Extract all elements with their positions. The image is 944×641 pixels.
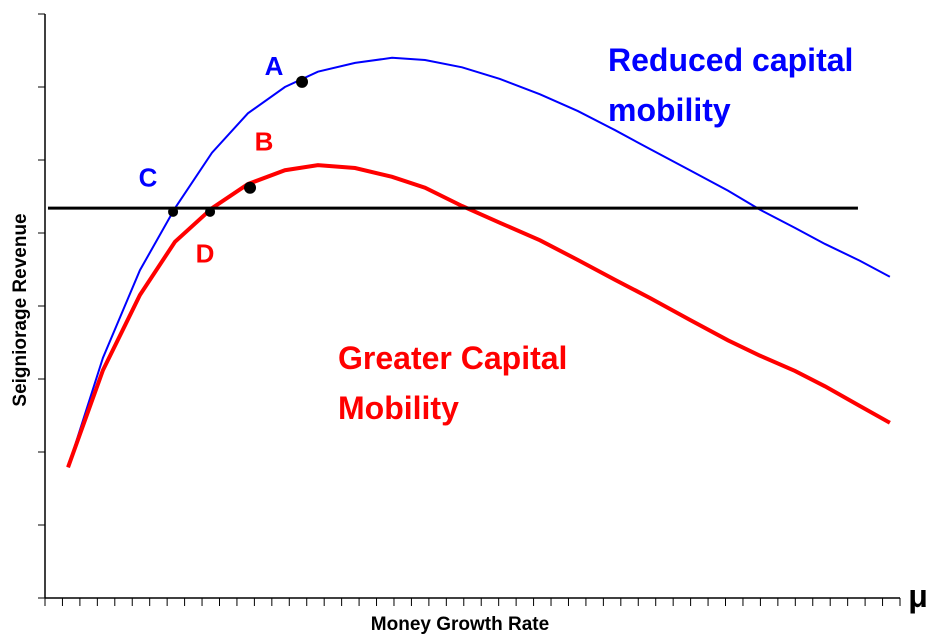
point-label: B [255,127,274,157]
point [244,181,257,194]
point-label: A [265,51,284,81]
y-axis-label: Seigniorage Revenue [10,213,31,406]
point [205,206,216,217]
series-line [67,56,891,468]
point [168,206,179,217]
series-label: Greater Capital Mobility [338,340,568,426]
point-label: C [139,163,158,193]
point-label: D [196,239,215,269]
series-label: Reduced capital mobility [608,42,854,128]
x-axis-label: Money Growth Rate [371,614,549,635]
point [296,75,309,88]
x-axis-symbol: μ [908,578,928,614]
